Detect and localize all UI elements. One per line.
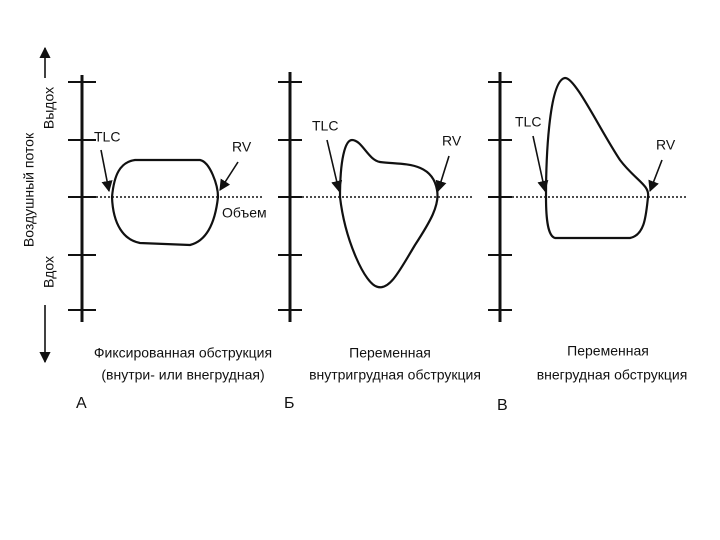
caption-line: Фиксированная обструкция: [94, 345, 272, 361]
rv-arrow: [435, 155, 450, 193]
caption-line: внутригрудная обструкция: [309, 367, 481, 383]
inspiration-label: Вдох: [41, 256, 57, 288]
tlc-arrow: [532, 135, 549, 193]
caption-line: (внутри- или внегрудная): [101, 367, 264, 383]
rv-label: RV: [442, 133, 462, 149]
rv-label: RV: [232, 139, 252, 155]
rv-arrow: [648, 159, 663, 193]
caption-line: Переменная: [349, 345, 431, 361]
rv-arrow: [219, 161, 239, 191]
panel-letter: В: [497, 397, 508, 414]
panel-axes: [68, 72, 688, 322]
tlc-arrow: [326, 139, 343, 193]
caption-line: внегрудная обструкция: [537, 367, 688, 383]
rv-label: RV: [656, 137, 676, 153]
volume-label: Объем: [222, 205, 267, 221]
tlc-label: TLC: [515, 114, 541, 130]
flow-volume-loop: [544, 76, 650, 240]
tlc-label: TLC: [94, 129, 120, 145]
axis-label: Воздушный поток: [21, 132, 37, 247]
tlc-label: TLC: [312, 118, 338, 134]
expiration-label: Выдох: [41, 87, 57, 129]
flow-volume-loop: [110, 158, 220, 247]
panel-letter: Б: [284, 395, 295, 412]
panel-letter: А: [76, 395, 87, 412]
caption-line: Переменная: [567, 343, 649, 359]
tlc-arrow: [100, 149, 113, 193]
